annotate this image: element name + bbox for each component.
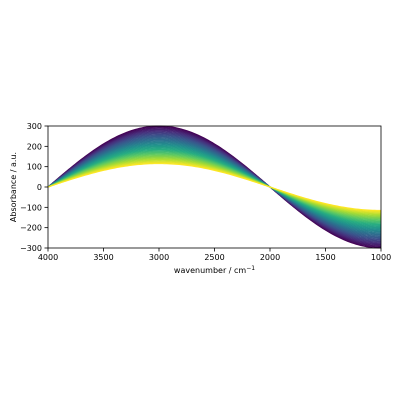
y-axis: 300 200 100 0 −100 −200 −300 — [20, 122, 48, 253]
x-axis-label: wavenumber / cm−1 — [174, 265, 255, 275]
x-tick-label: 3500 — [93, 253, 113, 262]
y-tick-label: −200 — [20, 224, 42, 233]
series-line — [47, 143, 382, 231]
x-tick-label: 3000 — [149, 253, 169, 262]
x-tick-label: 1000 — [371, 253, 391, 262]
x-tick-label: 1500 — [315, 253, 335, 262]
x-tick-label: 2000 — [260, 253, 280, 262]
x-axis: 4000 3500 3000 2500 2000 1500 1000 — [38, 248, 391, 262]
series-line — [47, 146, 382, 228]
x-tick-label: 4000 — [38, 253, 58, 262]
series-line — [47, 160, 382, 214]
y-axis-label: Absorbance / a.u. — [9, 152, 18, 222]
series-line — [47, 154, 382, 220]
series-line — [47, 157, 382, 217]
y-tick-label: 300 — [27, 122, 42, 131]
y-tick-label: 0 — [37, 183, 42, 192]
series-line — [47, 163, 382, 211]
series-line — [47, 156, 382, 218]
series-line — [47, 153, 382, 221]
series-line — [47, 149, 382, 225]
series-line — [47, 155, 382, 219]
series-line — [47, 147, 382, 227]
series-line — [47, 161, 382, 213]
series-line — [47, 160, 382, 214]
series-line — [47, 144, 382, 230]
series-line — [47, 148, 382, 226]
series-line — [47, 153, 382, 221]
y-tick-label: 100 — [27, 163, 42, 172]
y-tick-label: 200 — [27, 142, 42, 151]
series-line — [47, 162, 382, 212]
series-line — [47, 150, 382, 224]
series-line — [47, 156, 382, 218]
series-line — [47, 151, 382, 223]
series-line — [47, 147, 382, 227]
x-axis-label-unit-exponent: −1 — [246, 265, 255, 272]
series-line — [47, 159, 382, 215]
x-tick-label: 2500 — [204, 253, 224, 262]
series-line — [47, 152, 382, 222]
series-group — [47, 125, 382, 249]
series-line — [47, 150, 382, 224]
y-tick-label: −100 — [20, 203, 42, 212]
y-tick-label: −300 — [20, 244, 42, 253]
series-line — [47, 158, 382, 216]
